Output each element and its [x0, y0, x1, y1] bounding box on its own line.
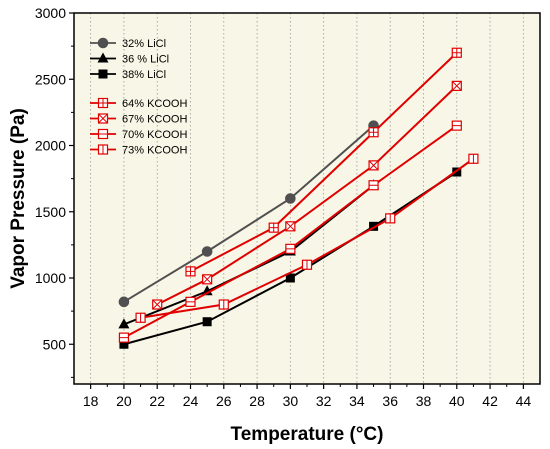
legend-item: 70% KCOOH [90, 128, 187, 141]
data-point [202, 317, 212, 327]
data-point [98, 69, 108, 79]
x-axis-title: Temperature (°C) [231, 424, 384, 445]
x-tick-label: 40 [449, 393, 465, 409]
x-tick-label: 20 [116, 393, 132, 409]
x-tick-label: 34 [349, 393, 365, 409]
series-line [190, 52, 458, 273]
y-tick-label: 500 [43, 336, 67, 352]
data-point [118, 296, 130, 308]
legend-label: 73% KCOOH [122, 145, 187, 157]
marker-stroke [368, 160, 379, 171]
x-tick-label: 42 [482, 393, 498, 409]
x-tick-label: 36 [382, 393, 398, 409]
data-point [97, 52, 109, 63]
x-tick-label: 30 [283, 393, 299, 409]
x-tick-label: 22 [149, 393, 165, 409]
legend-item: 64% KCOOH [90, 97, 187, 110]
x-tick-label: 26 [216, 393, 232, 409]
legend-label: 67% KCOOH [122, 114, 187, 126]
legend-label: 38% LiCl [122, 69, 166, 81]
legend-item: 67% KCOOH [90, 113, 187, 126]
y-tick-label: 3000 [35, 5, 66, 21]
x-tick-label: 24 [183, 393, 199, 409]
marker-stroke [98, 113, 108, 124]
data-point [118, 318, 130, 329]
legend-label: 32% LiCl [122, 38, 166, 50]
legend-label: 64% KCOOH [122, 98, 187, 110]
legend-item: 36 % LiCl [90, 52, 169, 66]
legend-item: 32% LiCl [90, 37, 166, 50]
data-point [452, 167, 462, 177]
data-point [285, 193, 296, 204]
data-point [285, 273, 295, 283]
legend: 32% LiCl 36 % LiCl 38% LiCl 64% KCOOH 67% KC… [90, 37, 187, 157]
series-64-kcooh [185, 47, 462, 277]
legend-item: 38% LiCl [90, 69, 166, 81]
x-tick-label: 38 [416, 393, 432, 409]
marker-stroke [451, 81, 462, 91]
x-tick-label: 44 [516, 393, 532, 409]
legend-item: 73% KCOOH [90, 144, 187, 157]
series-38-licl [119, 167, 462, 349]
data-point [97, 37, 109, 49]
series-73-kcooh [135, 153, 479, 323]
y-axis-title: Vapor Pressure (Pa) [8, 108, 29, 289]
series-32-licl [118, 120, 379, 308]
y-tick-label: 2000 [35, 138, 66, 154]
legend-label: 70% KCOOH [122, 129, 187, 141]
x-tick-label: 28 [249, 393, 265, 409]
series-67-kcooh [152, 80, 462, 310]
marker-stroke [152, 299, 163, 310]
y-tick-label: 2500 [35, 71, 66, 87]
axes: 18 20 22 24 26 28 30 32 34 36 38 40 42 44 500 1000 1500 2… [35, 5, 532, 409]
data-point [369, 221, 379, 231]
legend-label: 36 % LiCl [122, 54, 169, 66]
y-tick-label: 1500 [35, 204, 66, 220]
data-point [119, 339, 129, 349]
data-point [201, 285, 213, 296]
marker-stroke [202, 274, 212, 285]
series-line [123, 124, 375, 303]
data-point [201, 246, 213, 257]
series-layer [118, 47, 479, 349]
marker-stroke [285, 221, 296, 232]
y-tick-label: 1000 [35, 270, 66, 286]
x-tick-label: 18 [83, 393, 99, 409]
x-tick-label: 32 [316, 393, 332, 409]
